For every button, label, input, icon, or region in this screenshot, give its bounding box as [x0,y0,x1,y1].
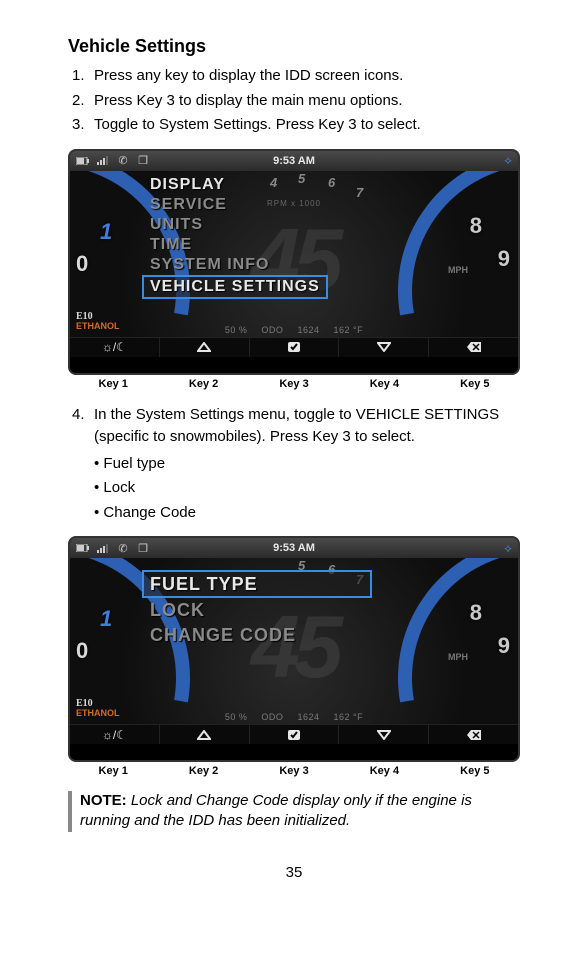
step-num: 1. [72,65,94,88]
note: NOTE: Lock and Change Code display only … [68,791,520,832]
phone-icon: ✆ [116,543,130,553]
gauge-digit: 8 [470,600,482,626]
step-4: In the System Settings menu, toggle to V… [94,404,520,449]
gauge-digit: 9 [498,633,510,659]
clock: 9:53 AM [273,542,315,554]
info-strip: 50 % ODO 1624 162 °F [70,323,518,337]
softkey-bar: ☼/☾ [70,337,518,357]
step-2: Press Key 3 to display the main menu opt… [94,90,520,113]
key-label-1: Key 1 [68,378,158,390]
key-label-4: Key 4 [339,378,429,390]
step-num: 3. [72,114,94,137]
key-labels: Key 1 Key 2 Key 3 Key 4 Key 5 [68,378,520,390]
softkey-back[interactable] [429,338,518,357]
gauge-digit: 8 [470,213,482,239]
softkey-brightness[interactable]: ☼/☾ [70,338,160,357]
key-label-2: Key 2 [158,765,248,777]
step-1: Press any key to display the IDD screen … [94,65,520,88]
key-label-3: Key 3 [249,378,339,390]
key-label-3: Key 3 [249,765,339,777]
menu-system-info[interactable]: SYSTEM INFO [146,255,328,275]
chat-icon: ❐ [136,543,150,553]
key-labels: Key 1 Key 2 Key 3 Key 4 Key 5 [68,765,520,777]
chat-icon: ❐ [136,156,150,166]
info-strip: 50 % ODO 1624 162 °F [70,710,518,724]
status-bar: ✆ ❐ 9:53 AM ⟡ [70,151,518,171]
menu-service[interactable]: SERVICE [146,195,328,215]
key-label-1: Key 1 [68,765,158,777]
note-text: Lock and Change Code display only if the… [80,792,472,829]
softkey-brightness[interactable]: ☼/☾ [70,725,160,744]
steps-list: 1.Press any key to display the IDD scree… [72,65,520,137]
gauge-digit: 9 [498,246,510,272]
softkey-select[interactable] [250,725,340,744]
status-bar: ✆ ❐ 9:53 AM ⟡ [70,538,518,558]
softkey-back[interactable] [429,725,518,744]
note-label: NOTE: [80,792,127,809]
page-number: 35 [68,864,520,881]
key-label-5: Key 5 [430,378,520,390]
battery-icon [76,543,90,553]
step-3: Toggle to System Settings. Press Key 3 t… [94,114,520,137]
screenshot-2: ✆ ❐ 9:53 AM ⟡ 45 MPH 0 1 8 9 5 6 7 E10 E… [68,536,520,777]
mph-label: MPH [448,265,468,275]
softkey-down[interactable] [339,725,429,744]
softkey-select[interactable] [250,338,340,357]
battery-icon [76,156,90,166]
menu-time[interactable]: TIME [146,235,328,255]
gauge-digit: 0 [76,638,88,664]
bluetooth-icon: ⟡ [504,541,512,556]
clock: 9:53 AM [273,155,315,167]
signal-icon [96,156,110,166]
gauge-digit: 1 [100,606,112,632]
gauge-digit: 0 [76,251,88,277]
note-bar [68,791,72,832]
softkey-up[interactable] [160,338,250,357]
screenshot-1: ✆ ❐ 9:53 AM ⟡ 45 RPM x 1000 MPH 0 1 8 9 … [68,149,520,390]
step-num: 4. [72,404,94,449]
mph-label: MPH [448,652,468,662]
key-label-5: Key 5 [430,765,520,777]
gauge-digit: 1 [100,219,112,245]
phone-icon: ✆ [116,156,130,166]
menu-fuel-type[interactable]: FUEL TYPE [142,570,372,598]
menu-lock[interactable]: LOCK [146,598,372,622]
bullet-fuel: • Fuel type [94,453,520,476]
key-label-4: Key 4 [339,765,429,777]
bullet-change-code: • Change Code [94,502,520,525]
step-num: 2. [72,90,94,113]
gauge-digit: 7 [356,185,363,200]
menu-display[interactable]: DISPLAY [146,175,328,195]
vehicle-settings-menu: FUEL TYPE LOCK CHANGE CODE [146,570,372,647]
menu-units[interactable]: UNITS [146,215,328,235]
menu-change-code[interactable]: CHANGE CODE [146,623,372,647]
gauge-digit: 6 [328,175,335,190]
page-title: Vehicle Settings [68,36,520,57]
softkey-bar: ☼/☾ [70,724,518,744]
bluetooth-icon: ⟡ [504,153,512,168]
softkey-up[interactable] [160,725,250,744]
bullet-lock: • Lock [94,477,520,500]
softkey-down[interactable] [339,338,429,357]
steps-list-2: 4.In the System Settings menu, toggle to… [72,404,520,525]
key-label-2: Key 2 [158,378,248,390]
settings-menu: DISPLAY SERVICE UNITS TIME SYSTEM INFO V… [146,175,328,299]
signal-icon [96,543,110,553]
menu-vehicle-settings[interactable]: VEHICLE SETTINGS [142,275,328,299]
